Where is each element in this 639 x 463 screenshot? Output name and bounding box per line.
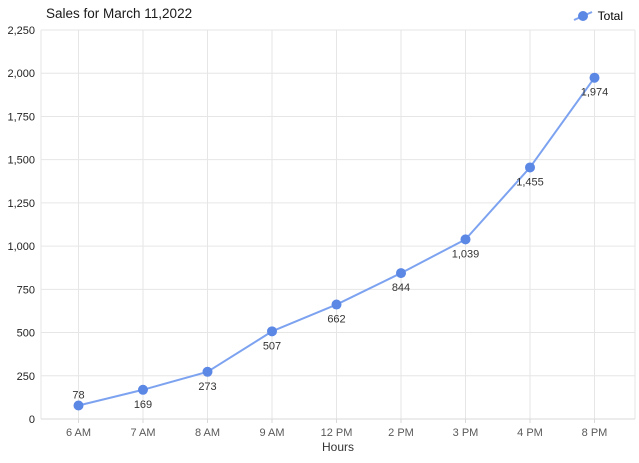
data-point-label: 1,039 bbox=[452, 248, 480, 260]
y-axis-tick-label: 2,250 bbox=[7, 25, 35, 37]
data-point[interactable] bbox=[460, 234, 471, 245]
y-axis-tick-label: 250 bbox=[17, 371, 35, 383]
x-axis-tick-label: 3 PM bbox=[453, 427, 479, 439]
y-axis-tick-label: 1,000 bbox=[7, 241, 35, 253]
x-axis-title: Hours bbox=[321, 440, 354, 454]
data-point[interactable] bbox=[138, 384, 148, 395]
data-point-label: 273 bbox=[198, 381, 216, 393]
y-axis-tick-label: 1,500 bbox=[7, 155, 35, 167]
legend-line-marker-icon bbox=[573, 11, 593, 21]
data-point[interactable] bbox=[525, 162, 535, 173]
data-point-label: 78 bbox=[72, 390, 84, 402]
y-axis-tick-label: 0 bbox=[29, 414, 35, 426]
data-point-label: 169 bbox=[134, 399, 152, 411]
data-point-label: 1,974 bbox=[581, 87, 609, 99]
y-axis-tick-label: 750 bbox=[17, 284, 35, 296]
x-axis-tick-label: 6 AM bbox=[66, 427, 91, 439]
data-point[interactable] bbox=[331, 299, 342, 310]
data-point-label: 1,455 bbox=[516, 176, 544, 188]
legend: Total bbox=[572, 7, 623, 25]
legend-label: Total bbox=[597, 9, 623, 23]
data-point[interactable] bbox=[267, 326, 277, 337]
legend-marker-dot bbox=[577, 11, 588, 21]
x-axis-tick-label: 12 PM bbox=[321, 427, 353, 439]
data-point[interactable] bbox=[396, 268, 406, 279]
chart-title: Sales for March 11,2022 bbox=[46, 6, 193, 21]
y-axis-tick-label: 1,750 bbox=[7, 111, 35, 123]
y-axis-tick-label: 1,250 bbox=[7, 198, 35, 210]
data-point[interactable] bbox=[202, 366, 213, 377]
x-axis-tick-label: 7 AM bbox=[130, 427, 155, 439]
data-point[interactable] bbox=[73, 400, 84, 411]
x-axis-tick-label: 2 PM bbox=[388, 427, 414, 439]
data-point-label: 662 bbox=[327, 314, 345, 326]
data-point[interactable] bbox=[589, 72, 600, 83]
x-axis-tick-label: 8 AM bbox=[195, 427, 220, 439]
data-point-label: 507 bbox=[263, 340, 281, 352]
y-axis-tick-label: 500 bbox=[17, 328, 35, 340]
x-axis-tick-label: 9 AM bbox=[259, 427, 284, 439]
x-axis-tick-label: 4 PM bbox=[517, 427, 543, 439]
x-axis-tick-label: 8 PM bbox=[582, 427, 608, 439]
data-point-label: 844 bbox=[392, 282, 410, 294]
y-axis-tick-label: 2,000 bbox=[7, 68, 35, 80]
